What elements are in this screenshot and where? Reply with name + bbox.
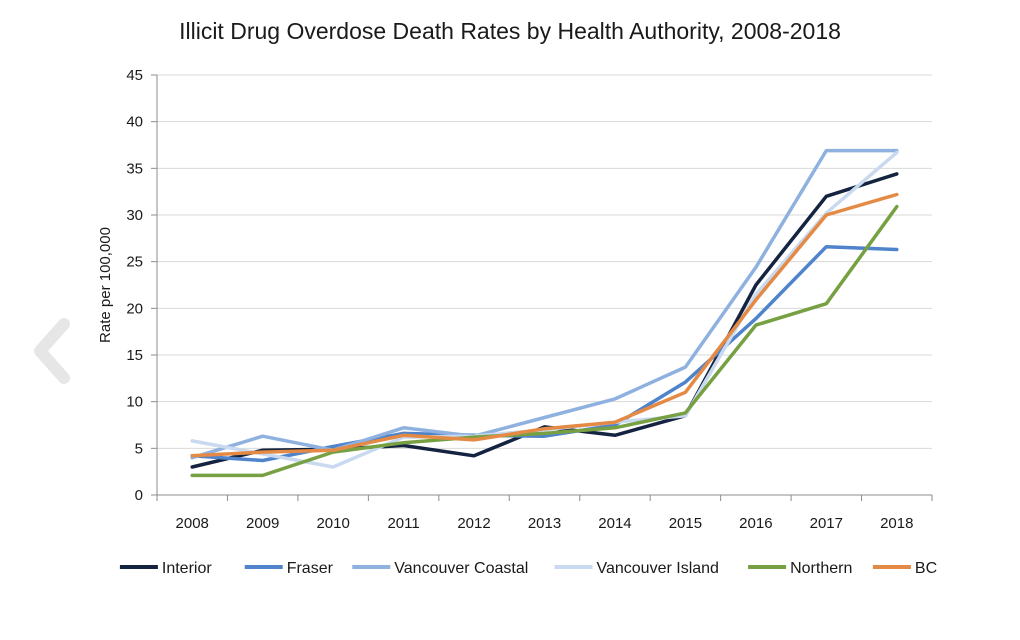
x-tick-label: 2010 [316, 515, 349, 532]
legend-label-vancouver-coastal: Vancouver Coastal [394, 560, 528, 577]
y-tick-label: 5 [135, 440, 143, 457]
y-tick-labels: 0 5 10 15 20 25 30 35 40 45 [126, 67, 143, 504]
x-tick-label: 2008 [176, 515, 209, 532]
y-tick-label: 25 [126, 254, 143, 271]
x-tick-label: 2011 [387, 515, 419, 532]
legend-label-interior: Interior [162, 560, 212, 577]
y-tick-label: 15 [126, 347, 143, 364]
legend-label-vancouver-island: Vancouver Island [597, 560, 719, 577]
series-line-interior [190, 172, 899, 469]
series-line-bc [190, 192, 899, 458]
x-tick-labels: 2008 2009 2010 2011 2012 2013 2014 2015 2016 2017… [176, 515, 914, 532]
gridlines [157, 74, 932, 449]
legend: Interior Fraser Vancouver Coastal Vancouver… [119, 560, 937, 577]
x-tick-label: 2017 [810, 515, 843, 532]
x-tick-label: 2013 [528, 515, 561, 532]
x-tick-label: 2016 [739, 515, 772, 532]
y-axis-label: Rate per 100,000 [97, 227, 114, 343]
y-tick-label: 35 [126, 160, 143, 177]
series-line-vancouver-coastal [190, 148, 899, 460]
y-tick-label: 10 [126, 394, 143, 411]
x-tick-label: 2009 [246, 515, 279, 532]
x-tick-label: 2018 [880, 515, 913, 532]
y-tick-label: 20 [126, 300, 143, 317]
y-tick-label: 45 [126, 67, 143, 84]
series-line-vancouver-island [190, 150, 899, 469]
legend-label-northern: Northern [790, 560, 852, 577]
series-lines [190, 148, 899, 478]
chart-title: Illicit Drug Overdose Death Rates by Hea… [179, 18, 841, 44]
legend-label-fraser: Fraser [287, 560, 334, 577]
y-tick-label: 0 [135, 487, 143, 504]
y-tick-label: 40 [126, 114, 143, 131]
x-tick-label: 2014 [598, 515, 631, 532]
axes [151, 74, 933, 501]
x-tick-label: 2015 [669, 515, 702, 532]
y-tick-label: 30 [126, 207, 143, 224]
back-arrow-icon[interactable] [30, 318, 70, 384]
series-line-northern [190, 204, 899, 478]
legend-label-bc: BC [915, 560, 937, 577]
x-tick-label: 2012 [457, 515, 490, 532]
